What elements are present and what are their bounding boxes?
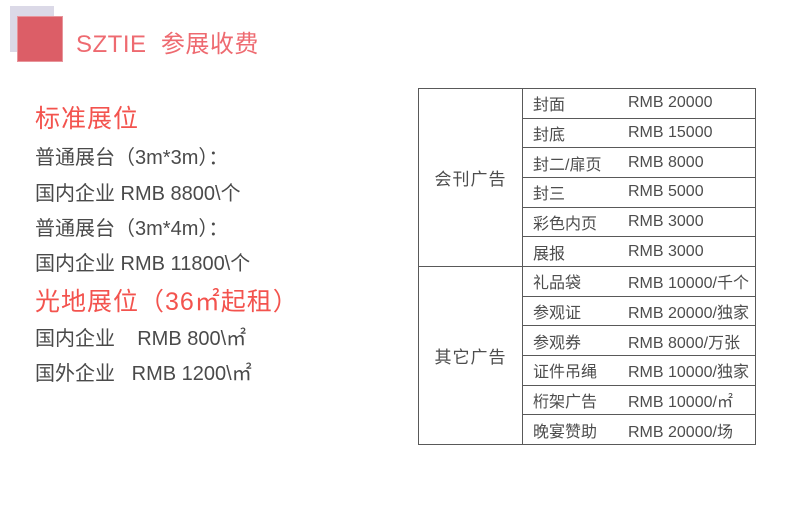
table-group-label: 会刊广告 [419, 89, 523, 266]
page-title: SZTIE 参展收费 [76, 31, 259, 58]
item-price: RMB 5000 [628, 183, 704, 201]
item-name: 证件吊绳 [533, 364, 598, 382]
table-group-other-ads: 其它广告 礼品袋 RMB 10000/千个 参观证 RMB 20000/独家 参… [419, 266, 755, 444]
section-heading-standard-booth: 标准展位 [35, 105, 140, 133]
item-price: RMB 3000 [628, 242, 704, 260]
text-line: 国内企业 RMB 800\㎡ [35, 328, 247, 350]
text-line: 国外企业 RMB 1200\㎡ [35, 363, 252, 385]
table-row: 封三 RMB 5000 [523, 177, 755, 207]
table-row: 晚宴赞助 RMB 20000/场 [523, 414, 755, 444]
item-name: 礼品袋 [533, 275, 582, 293]
table-row: 桁架广告 RMB 10000/㎡ [523, 384, 755, 415]
table-row: 封面 RMB 20000 [523, 89, 755, 118]
section-heading-raw-space: 光地展位（36㎡起租） [35, 288, 299, 316]
item-price: RMB 10000/㎡ [628, 394, 733, 412]
item-price: RMB 15000 [628, 124, 713, 141]
item-price: RMB 3000 [628, 213, 704, 231]
item-name: 封底 [533, 127, 566, 144]
text-line: 国内企业 RMB 11800\个 [35, 253, 251, 275]
table-row: 封二/扉页 RMB 8000 [523, 147, 755, 177]
table-group-label: 其它广告 [419, 267, 523, 444]
table-row: 封底 RMB 15000 [523, 117, 755, 148]
item-price: RMB 8000/万张 [628, 334, 741, 352]
table-row: 展报 RMB 3000 [523, 236, 755, 266]
item-price: RMB 20000/场 [628, 423, 733, 441]
table-row: 彩色内页 RMB 3000 [523, 206, 755, 237]
item-name: 封面 [533, 97, 566, 115]
item-name: 彩色内页 [533, 216, 598, 234]
table-row: 证件吊绳 RMB 10000/独家 [523, 355, 755, 385]
text-line: 国内企业 RMB 8800\个 [35, 183, 241, 205]
item-name: 封三 [533, 186, 566, 204]
item-name: 晚宴赞助 [533, 423, 598, 441]
item-name: 展报 [533, 245, 566, 263]
item-price: RMB 10000/千个 [628, 275, 749, 293]
item-name: 桁架广告 [533, 394, 598, 412]
item-name: 封二/扉页 [533, 156, 602, 174]
text-line: 普通展台（3m*4m）： [35, 218, 229, 240]
item-price: RMB 10000/独家 [628, 364, 749, 382]
table-row: 参观证 RMB 20000/独家 [523, 295, 755, 326]
price-table: 会刊广告 封面 RMB 20000 封底 RMB 15000 封二/扉页 RMB… [418, 88, 756, 445]
item-name: 参观证 [533, 305, 582, 322]
item-price: RMB 20000 [628, 94, 713, 112]
item-price: RMB 8000 [628, 153, 704, 171]
table-row: 礼品袋 RMB 10000/千个 [523, 267, 755, 296]
item-name: 参观券 [533, 334, 582, 352]
logo-accent-square [17, 16, 63, 62]
text-line: 普通展台（3m*3m）： [35, 147, 229, 169]
table-row: 参观券 RMB 8000/万张 [523, 325, 755, 355]
item-price: RMB 20000/独家 [628, 305, 749, 322]
table-group-journal-ads: 会刊广告 封面 RMB 20000 封底 RMB 15000 封二/扉页 RMB… [419, 89, 755, 266]
